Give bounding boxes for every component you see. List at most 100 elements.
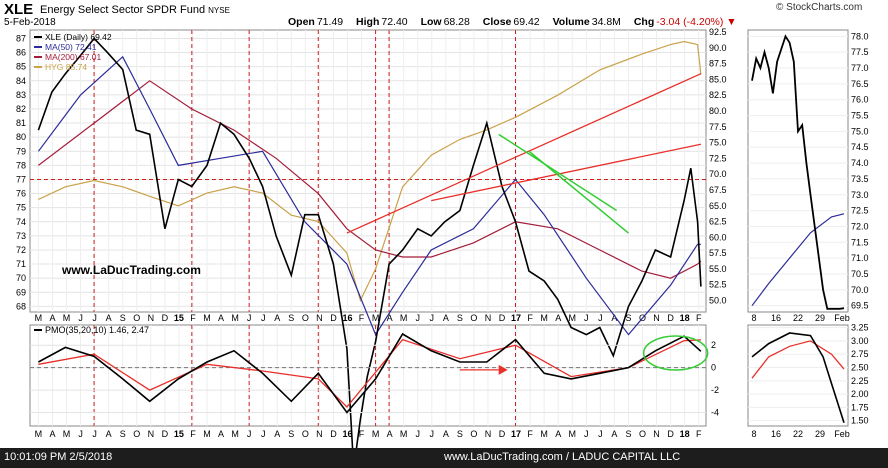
pmo-x-tick-label: D xyxy=(499,429,506,439)
x-tick-label: A xyxy=(443,313,449,323)
x-tick-label: A xyxy=(49,313,55,323)
y-right-tick-label: 92.5 xyxy=(709,27,727,37)
x-tick-label: J xyxy=(261,313,266,323)
x-tick-label: M xyxy=(569,313,577,323)
pmo-x-tick-label: 18 xyxy=(680,429,690,439)
pmo-x-tick-label: N xyxy=(485,429,492,439)
y-left-tick-label: 80 xyxy=(16,132,26,142)
pmo-zoom-y-tick-label: 1.50 xyxy=(851,416,869,426)
pmo-x-tick-label: J xyxy=(78,429,83,439)
zoom-y-tick-label: 76.5 xyxy=(851,79,869,89)
x-tick-label: 17 xyxy=(511,313,521,323)
pmo-x-tick-label: F xyxy=(190,429,196,439)
pmo-x-tick-label: S xyxy=(457,429,463,439)
pmo-x-tick-label: 16 xyxy=(342,429,352,439)
x-tick-label: N xyxy=(148,313,155,323)
pmo-x-tick-label: O xyxy=(302,429,309,439)
zoom-y-tick-label: 78.0 xyxy=(851,31,869,41)
zoom-y-tick-label: 71.0 xyxy=(851,253,869,263)
x-tick-label: M xyxy=(35,313,43,323)
y-left-tick-label: 73 xyxy=(16,231,26,241)
pmo-x-tick-label: J xyxy=(430,429,435,439)
x-tick-label: F xyxy=(696,313,702,323)
zoom-price-line xyxy=(751,34,845,310)
pmo-x-tick-label: A xyxy=(218,429,224,439)
y-right-tick-label: 50.0 xyxy=(709,296,727,306)
y-left-tick-label: 82 xyxy=(16,104,26,114)
legend-label: XLE (Daily) 69.42 xyxy=(45,32,112,42)
pmo-x-tick-label: 15 xyxy=(174,429,184,439)
x-tick-label: M xyxy=(63,313,71,323)
pmo-x-tick-label: A xyxy=(611,429,617,439)
x-tick-label: F xyxy=(190,313,196,323)
pmo-x-tick-label: J xyxy=(415,429,420,439)
zoom-x-tick-label: 22 xyxy=(793,313,803,323)
pmo-x-tick-label: A xyxy=(274,429,280,439)
ma200-series-line xyxy=(38,80,702,279)
x-tick-label: N xyxy=(485,313,492,323)
pmo-zoom-x-tick-label: 22 xyxy=(793,429,803,439)
x-tick-label: D xyxy=(330,313,337,323)
pmo-zoom-x-tick-label: 8 xyxy=(751,429,756,439)
pmo-x-tick-label: M xyxy=(35,429,43,439)
pmo-x-tick-label: M xyxy=(231,429,239,439)
x-tick-label: 15 xyxy=(174,313,184,323)
ticker-symbol: XLE xyxy=(4,1,34,18)
high-label: High xyxy=(356,16,380,28)
legend-label: MA(200) 67.01 xyxy=(45,52,101,62)
y-right-tick-label: 60.0 xyxy=(709,232,727,242)
zoom-x-tick-label: 16 xyxy=(771,313,781,323)
pmo-x-tick-label: J xyxy=(584,429,589,439)
pmo-zoom-y-tick-label: 2.75 xyxy=(851,349,869,359)
x-tick-label: J xyxy=(584,313,589,323)
pmo-zoom-line xyxy=(751,332,845,424)
x-tick-label: 16 xyxy=(342,313,352,323)
y-left-tick-label: 77 xyxy=(16,174,26,184)
hyg-series-line xyxy=(38,40,702,303)
pmo-zoom-panel-frame xyxy=(747,324,849,427)
pmo-zoom-y-tick-label: 2.50 xyxy=(851,363,869,373)
channel-lower-line xyxy=(528,150,629,234)
y-right-tick-label: 57.5 xyxy=(709,248,727,258)
pmo-x-tick-label: F xyxy=(359,429,365,439)
pmo-x-tick-label: N xyxy=(653,429,660,439)
x-tick-label: A xyxy=(274,313,280,323)
pmo-x-tick-label: J xyxy=(92,429,97,439)
zoom-x-tick-label: 29 xyxy=(815,313,825,323)
x-tick-label: O xyxy=(133,313,140,323)
x-tick-label: M xyxy=(540,313,548,323)
pmo-x-tick-label: J xyxy=(598,429,603,439)
open-value: 71.49 xyxy=(316,16,344,28)
pmo-x-tick-label: S xyxy=(120,429,126,439)
x-tick-label: J xyxy=(415,313,420,323)
pmo-zoom-y-tick-label: 2.25 xyxy=(851,376,869,386)
pmo-x-tick-label: A xyxy=(106,429,112,439)
y-right-tick-label: 70.0 xyxy=(709,169,727,179)
pmo-x-tick-label: N xyxy=(316,429,323,439)
pmo-x-tick-label: M xyxy=(540,429,548,439)
pmo-x-tick-label: J xyxy=(261,429,266,439)
pmo-x-tick-label: A xyxy=(49,429,55,439)
x-tick-label: O xyxy=(302,313,309,323)
pmo-zoom-signal-line xyxy=(751,340,845,379)
x-tick-label: S xyxy=(625,313,631,323)
zoom-y-tick-label: 75.0 xyxy=(851,126,869,136)
chart-date: 5-Feb-2018 xyxy=(4,17,56,28)
footer-source: www.LaDucTrading.com / LADUC CAPITAL LLC xyxy=(444,451,681,463)
x-tick-label: J xyxy=(78,313,83,323)
pmo-zoom-x-tick-label: 16 xyxy=(771,429,781,439)
down-arrow-icon: ▼ xyxy=(723,16,737,28)
main-panel-frame xyxy=(29,29,707,313)
y-right-tick-label: 67.5 xyxy=(709,185,727,195)
y-left-tick-label: 83 xyxy=(16,90,26,100)
y-right-tick-label: 82.5 xyxy=(709,90,727,100)
zoom-x-tick-label: 8 xyxy=(751,313,756,323)
pmo-x-tick-label: N xyxy=(148,429,155,439)
exchange-label: NYSE xyxy=(208,6,230,15)
x-tick-label: A xyxy=(611,313,617,323)
x-tick-label: A xyxy=(387,313,393,323)
fund-description: Energy Select Sector SPDR Fund NYSE xyxy=(40,4,230,16)
y-left-tick-label: 69 xyxy=(16,287,26,297)
pmo-x-tick-label: D xyxy=(330,429,337,439)
xle-price-line xyxy=(37,37,702,448)
